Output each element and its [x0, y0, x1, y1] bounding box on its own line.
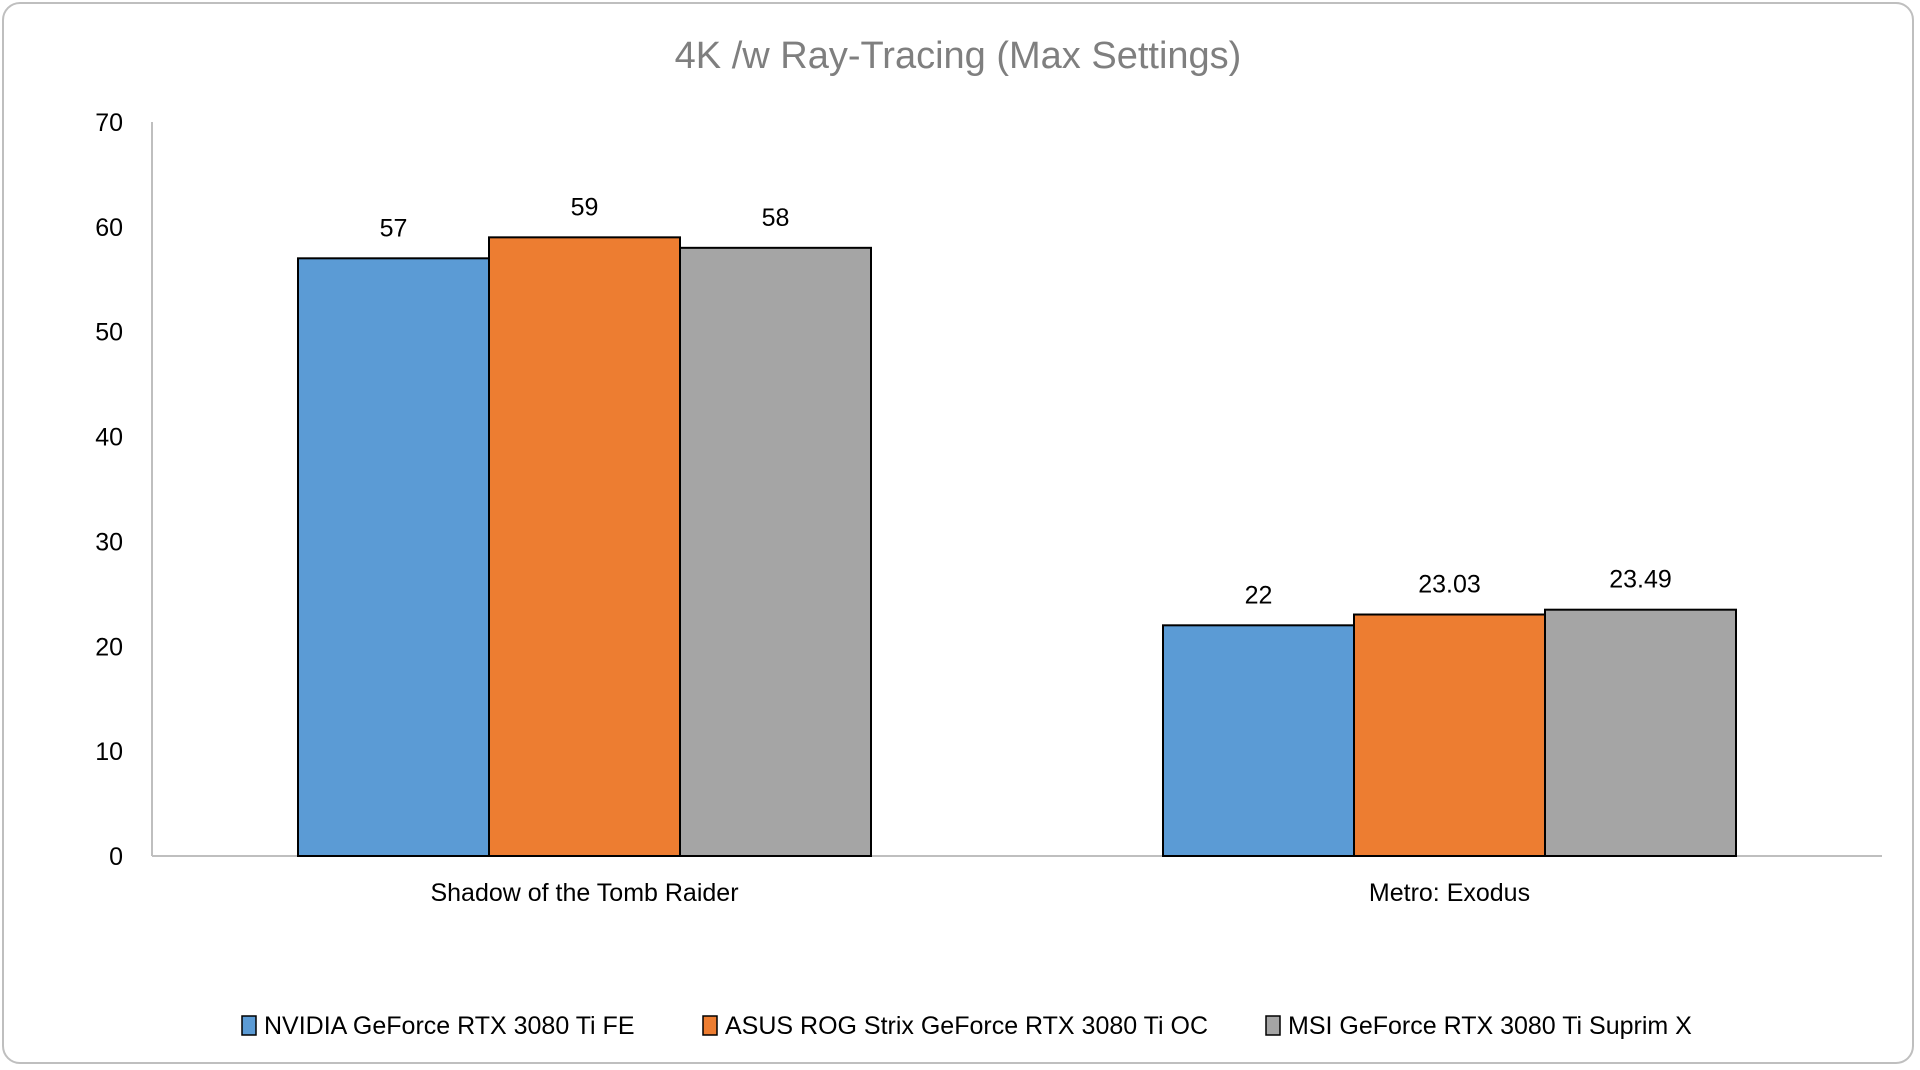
legend-swatch: [702, 1015, 718, 1036]
legend-entry: MSI GeForce RTX 3080 Ti Suprim X: [1288, 1012, 1692, 1040]
y-tick-label: 40: [95, 424, 123, 452]
data-label: 22: [1245, 581, 1273, 609]
data-label: 59: [571, 193, 599, 221]
x-category-label: Shadow of the Tomb Raider: [430, 879, 738, 907]
data-label: 23.03: [1418, 571, 1481, 599]
y-tick-label: 50: [95, 319, 123, 347]
bar: [679, 246, 872, 858]
legend-swatch: [241, 1015, 257, 1036]
bar: [1353, 613, 1546, 857]
y-tick-label: 70: [95, 109, 123, 137]
legend-entry: ASUS ROG Strix GeForce RTX 3080 Ti OC: [725, 1012, 1208, 1040]
bar: [1162, 624, 1355, 857]
data-label: 57: [380, 214, 408, 242]
y-tick-label: 20: [95, 633, 123, 661]
legend-swatch: [1265, 1015, 1281, 1036]
bar: [488, 236, 681, 858]
y-tick-label: 0: [109, 843, 123, 871]
bars: 57 59 58 22 23.03 23.49: [297, 193, 1737, 858]
y-tick-label: 10: [95, 738, 123, 766]
bar: [297, 257, 490, 858]
chart-title: 4K /w Ray-Tracing (Max Settings): [675, 35, 1242, 77]
data-label: 58: [762, 204, 790, 232]
legend-entry: NVIDIA GeForce RTX 3080 Ti FE: [264, 1012, 635, 1040]
data-label: 23.49: [1609, 566, 1672, 594]
bar: [1544, 608, 1737, 857]
legend: NVIDIA GeForce RTX 3080 Ti FE ASUS ROG St…: [241, 1012, 1692, 1040]
y-tick-label: 60: [95, 214, 123, 242]
y-tick-label: 30: [95, 528, 123, 556]
x-category-label: Metro: Exodus: [1369, 879, 1530, 907]
